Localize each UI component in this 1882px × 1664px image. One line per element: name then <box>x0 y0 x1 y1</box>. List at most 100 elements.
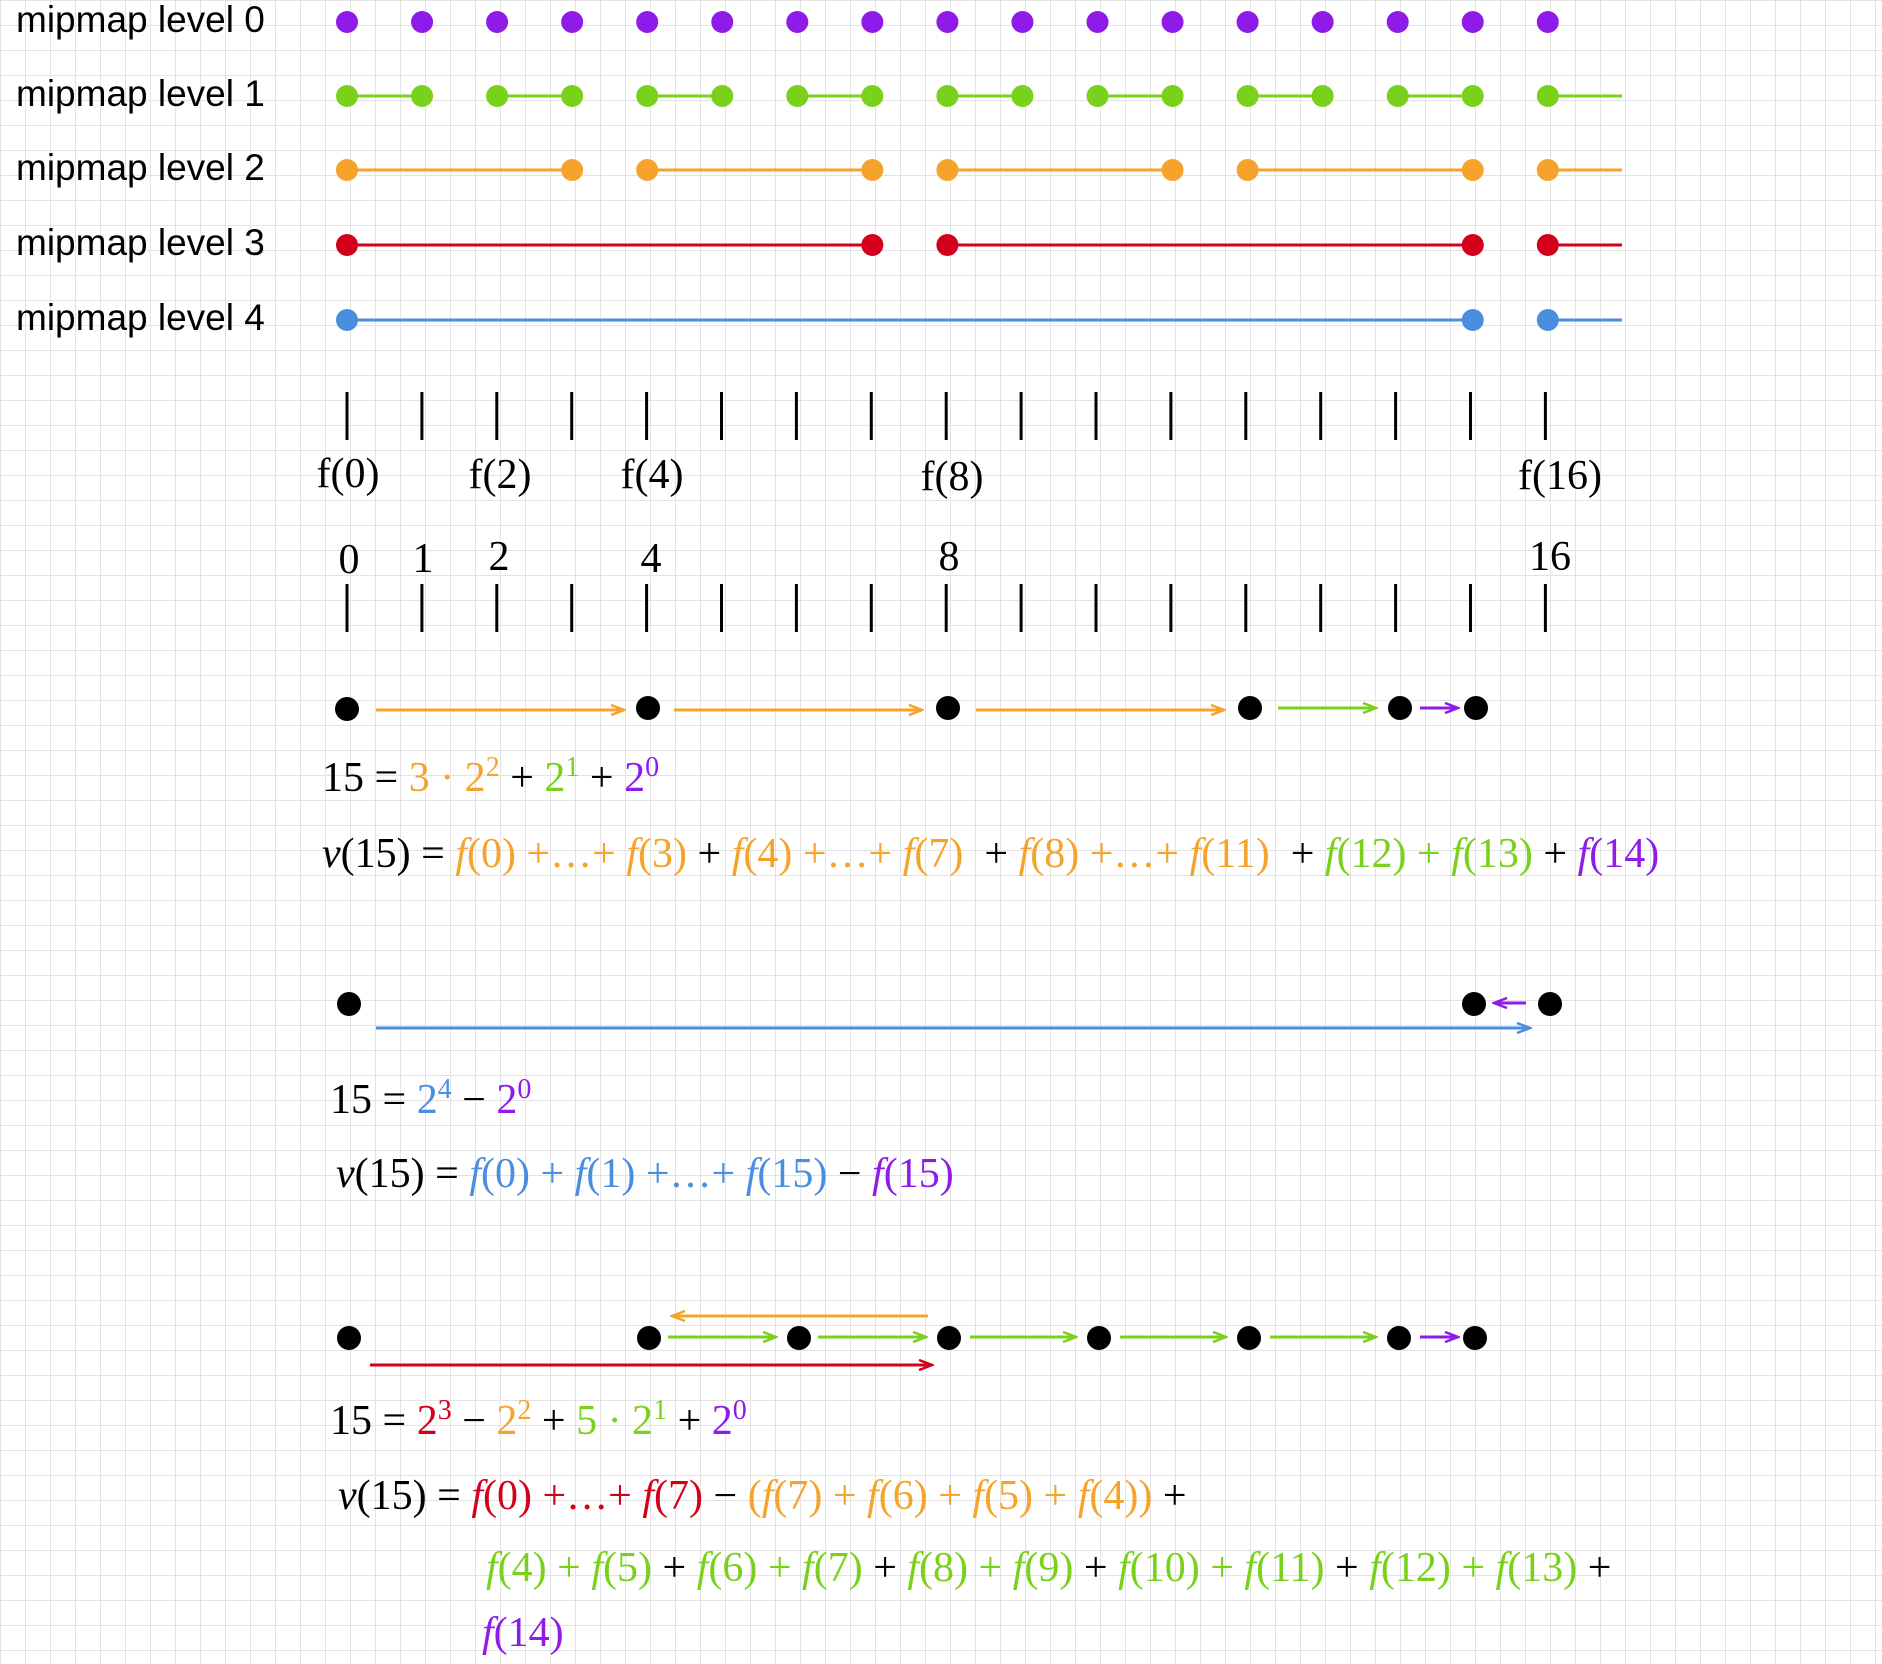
math-term: 2 <box>544 755 565 801</box>
mipmap-level-0-sample <box>936 11 959 33</box>
index-label-2: 2 <box>489 534 510 580</box>
function-label-f8: f(8) <box>921 454 984 500</box>
function-label-f16: f(16) <box>1518 453 1602 499</box>
decomposition-1: 15 = 3 · 22 + 21 + 20 v(15) = f(0) +…+ f… <box>322 696 1659 877</box>
mipmap-level-1-sample <box>1236 85 1259 107</box>
math-line: f(14) <box>482 1610 564 1656</box>
math-term: v <box>338 1473 357 1519</box>
path-node <box>337 992 361 1016</box>
math-term: (10) + <box>1130 1545 1245 1591</box>
tick-scale-top <box>345 392 1547 440</box>
math-term: + <box>652 1545 697 1591</box>
math-line: v(15) = f(0) +…+ f(3) + f(4) +…+ f(7) + … <box>322 831 1659 877</box>
math-term: (12) + <box>1337 831 1452 877</box>
path-node <box>787 1326 811 1350</box>
mipmap-level-1-sample <box>711 85 734 107</box>
mipmap-level-0-sample <box>336 11 358 33</box>
index-labels: 0 1 2 4 8 16 <box>339 534 1572 583</box>
math-term: (11) <box>1201 831 1269 877</box>
math-term: (12) + <box>1381 1545 1496 1591</box>
decomposition-2-sum: v(15) = f(0) + f(1) +…+ f(15) − f(15) <box>336 1151 954 1197</box>
mipmap-level-0-sample <box>1236 11 1259 33</box>
path-node <box>1237 1326 1261 1350</box>
mipmap-level-0-label: mipmap level 0 <box>16 0 265 40</box>
mipmap-level-2-sample <box>336 159 358 181</box>
math-term: v <box>336 1151 355 1197</box>
math-term: (6) + <box>708 1545 802 1591</box>
decomposition-1-sum: v(15) = f(0) +…+ f(3) + f(4) +…+ f(7) + … <box>322 831 1659 877</box>
mipmap-level-1-sample <box>486 85 509 107</box>
math-term: (4) + <box>498 1545 592 1591</box>
math-term: (9) <box>1024 1545 1073 1591</box>
path-3-arrows <box>337 1316 1487 1365</box>
mipmap-level-2-sample <box>561 159 584 181</box>
math-term: 1 <box>653 1395 667 1426</box>
mipmap-level-0-sample <box>636 11 659 33</box>
math-term: (14) <box>494 1610 564 1656</box>
math-term: v <box>322 831 341 877</box>
mipmap-level-4-sample <box>336 309 358 331</box>
function-label-f0: f(0) <box>317 451 380 497</box>
path-node <box>937 1326 961 1350</box>
math-term: + <box>1152 1473 1186 1519</box>
math-term: − <box>452 1398 497 1444</box>
path-node <box>1462 992 1486 1016</box>
path-node <box>1087 1326 1111 1350</box>
math-term: 15 = <box>322 755 409 801</box>
math-term: (0) +…+ <box>483 1473 642 1519</box>
mipmap-level-2-sample <box>1236 159 1259 181</box>
math-term: 15 = <box>330 1077 417 1123</box>
math-term: (15) <box>884 1151 954 1197</box>
mipmap-level-1-label: mipmap level 1 <box>16 73 265 114</box>
math-term: (4)) <box>1089 1473 1152 1519</box>
mipmap-level-1-sample <box>861 85 884 107</box>
index-label-4: 4 <box>641 536 662 582</box>
tick-scale-bottom <box>345 584 1547 632</box>
path-node <box>637 1326 661 1350</box>
math-term: (13) <box>1463 831 1533 877</box>
math-term: + <box>1325 1545 1370 1591</box>
mipmap-level-1-sample <box>1161 85 1184 107</box>
mipmap-level-4-label: mipmap level 4 <box>16 297 265 338</box>
math-term: (7) <box>654 1473 703 1519</box>
path-node <box>337 1326 361 1350</box>
mipmap-level-1-sample <box>561 85 584 107</box>
mipmap-level-4-sample <box>1461 309 1484 331</box>
function-label-f4: f(4) <box>621 452 684 498</box>
math-term: + <box>667 1398 712 1444</box>
math-term: + <box>500 755 545 801</box>
decomposition-3: 15 = 23 − 22 + 5 · 21 + 20 v(15) = f(0) … <box>330 1316 1611 1656</box>
math-term: (15) = <box>357 1473 472 1519</box>
math-term: 5 · 2 <box>576 1398 653 1444</box>
math-term: + <box>579 755 624 801</box>
path-node <box>1464 696 1488 720</box>
math-term: 2 <box>624 755 645 801</box>
mipmap-level-0-sample <box>1386 11 1409 33</box>
mipmap-level-2-sample <box>636 159 659 181</box>
mipmap-level-1-sample <box>1011 85 1034 107</box>
math-term: 0 <box>517 1074 531 1105</box>
math-term: (4) +…+ <box>743 831 902 877</box>
math-term: + <box>687 831 732 877</box>
math-term: 2 <box>517 1395 531 1426</box>
math-term: (0) + <box>481 1151 575 1197</box>
math-term: + <box>1533 831 1578 877</box>
mipmap-level-1-sample <box>1086 85 1109 107</box>
mipmap-level-0-sample <box>711 11 734 33</box>
index-label-8: 8 <box>939 534 960 580</box>
path-node <box>636 696 660 720</box>
mipmap-level-2-sample <box>861 159 884 181</box>
decomposition-2: 15 = 24 − 20 v(15) = f(0) + f(1) +…+ f(1… <box>330 992 1562 1197</box>
math-term: 2 <box>417 1398 438 1444</box>
math-term: (15) = <box>341 831 456 877</box>
math-term: 2 <box>496 1398 517 1444</box>
math-term: + <box>963 831 1018 877</box>
decomposition-3-equation: 15 = 23 − 22 + 5 · 21 + 20 <box>330 1395 747 1444</box>
mipmap-level-1-sample <box>1461 85 1484 107</box>
math-term: (7) + <box>773 1473 867 1519</box>
math-term: − <box>452 1077 497 1123</box>
mipmap-level-0-sample <box>1461 11 1484 33</box>
mipmap-level-1-sample <box>336 85 358 107</box>
mipmap-level-3-sample <box>336 234 358 256</box>
